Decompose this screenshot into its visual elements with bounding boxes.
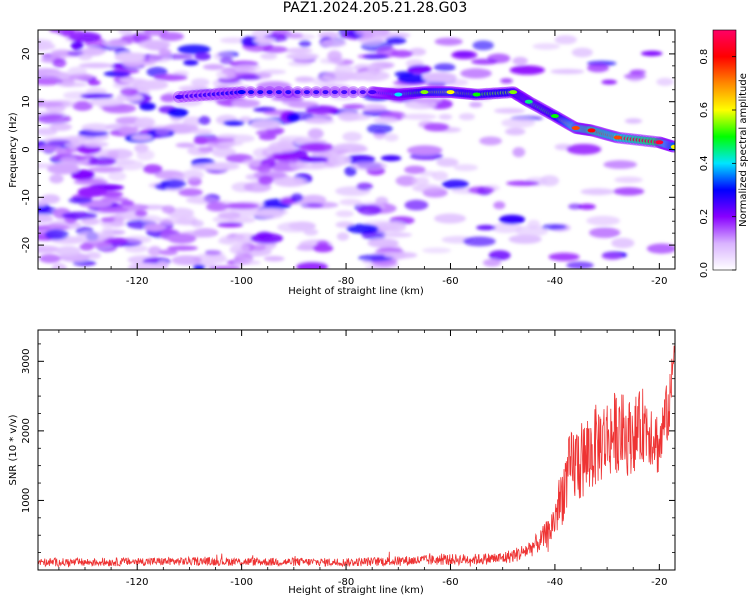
snr-x-tick-label: -60: [442, 577, 458, 588]
ridge-peak: [175, 94, 183, 99]
colorbar-tick-label: 0.2: [699, 209, 710, 225]
snr-y-label: SNR (10 * v/v): [8, 414, 19, 485]
spectrogram-y-tick-label: 20: [21, 48, 32, 61]
snr-x-label: Height of straight line (km): [288, 585, 424, 596]
snr-y-tick-label: 2000: [21, 418, 32, 443]
spectrogram-y-tick-label: -10: [21, 189, 32, 205]
ridge-peak: [655, 140, 664, 145]
snr-x-tick-label: -20: [651, 577, 667, 588]
ridge-peak: [550, 114, 559, 118]
snr-x-tick-label: -80: [338, 577, 354, 588]
ridge-peak: [446, 90, 455, 95]
colorbar: 0.0 0.2 0.4 0.6 0.8 Normalized spectral ampl…: [699, 29, 749, 278]
spectrogram-y-tick-label: 0: [21, 146, 32, 152]
spectrogram-x-tick-label: -100: [230, 276, 253, 287]
ridge-peak: [524, 99, 533, 104]
snr-y-tick-label: 3000: [21, 349, 32, 374]
spectrogram-x-tick-label: -60: [442, 276, 458, 287]
snr-y-tick-label: 1000: [21, 488, 32, 513]
ridge-peak: [509, 90, 518, 95]
snr-x-tick-label: -100: [230, 577, 253, 588]
spectrogram-ridge: [173, 86, 675, 153]
colorbar-tick-label: 0.0: [699, 262, 710, 278]
ridge-peak: [472, 92, 481, 97]
snr-x-tick-label: -120: [126, 577, 149, 588]
ridge-peak: [237, 90, 246, 95]
colorbar-label: Normalized spectral amplitude: [738, 73, 749, 227]
snr-y-axis: 1000 2000 3000: [21, 343, 675, 571]
ridge-peak: [613, 135, 622, 140]
ridge-peak: [368, 90, 377, 95]
snr-x-axis: -120 -100 -80 -60 -40 -20: [58, 330, 668, 588]
colorbar-tick-label: 0.6: [699, 102, 710, 118]
spectrogram-heatmap: [38, 30, 675, 269]
spectrogram-x-tick-label: -120: [126, 276, 149, 287]
spectrogram-x-tick-label: -40: [547, 276, 563, 287]
snr-series-line: [38, 342, 675, 568]
spectrogram-y-tick-label: -20: [21, 237, 32, 253]
spectrogram-x-label: Height of straight line (km): [288, 286, 424, 297]
spectrogram-noise: [38, 30, 675, 269]
colorbar-tick-label: 0.8: [699, 49, 710, 65]
ridge-peak: [671, 145, 675, 150]
ridge-peak: [587, 128, 596, 133]
colorbar-tick-label: 0.4: [699, 155, 710, 171]
colorbar-axis: 0.0 0.2 0.4 0.6 0.8: [699, 49, 736, 278]
spectrogram-x-tick-label: -20: [651, 276, 667, 287]
spectrogram-y-tick-label: 10: [21, 95, 32, 108]
spectrogram-x-tick-label: -80: [338, 276, 354, 287]
snr-panel: -120 -100 -80 -60 -40 -20 1000 2000 3000 Height…: [8, 329, 676, 596]
snr-x-tick-label: -40: [547, 577, 563, 588]
snr-frame: [37, 329, 676, 571]
ridge-peak: [420, 90, 429, 95]
colorbar-gradient: [712, 29, 737, 271]
spectrogram-x-axis: -120 -100 -80 -60 -40 -20: [58, 30, 668, 287]
spectrogram-y-label: Frequency (Hz): [8, 112, 19, 188]
ridge-peak: [571, 126, 580, 130]
figure-title: PAZ1.2024.205.21.28.G03: [282, 0, 468, 16]
ridge-peak: [394, 92, 403, 97]
spectrogram-y-axis: -20 -10 0 10 20: [21, 29, 675, 270]
